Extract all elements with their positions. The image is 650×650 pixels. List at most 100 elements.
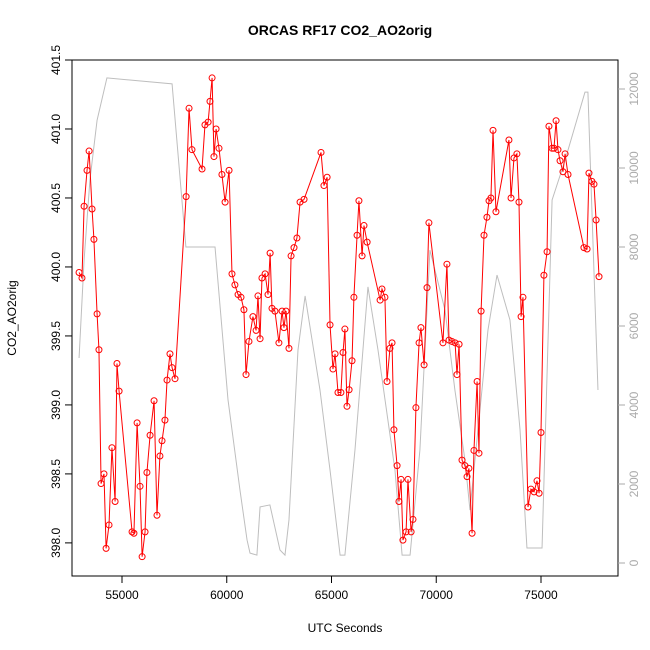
data-point	[168, 364, 176, 372]
data-point	[448, 337, 456, 345]
data-point	[93, 310, 101, 318]
data-point	[210, 153, 218, 161]
y-tick-label: 399.5	[49, 321, 63, 351]
data-point	[517, 313, 525, 321]
data-point	[271, 307, 279, 315]
data-point	[320, 182, 328, 190]
data-point	[113, 360, 121, 368]
data-point	[153, 511, 161, 519]
data-point	[535, 489, 543, 497]
data-point	[463, 473, 471, 481]
data-point	[188, 146, 196, 154]
data-point	[161, 416, 169, 424]
data-point	[388, 339, 396, 347]
data-point	[483, 213, 491, 221]
data-point	[158, 437, 166, 445]
data-point	[171, 375, 179, 383]
data-point	[212, 125, 220, 133]
data-point	[143, 469, 151, 477]
data-point	[343, 402, 351, 410]
data-point	[105, 521, 113, 529]
data-point	[252, 326, 260, 334]
data-point	[75, 268, 83, 276]
data-point	[395, 497, 403, 505]
data-point	[237, 293, 245, 301]
data-point	[300, 195, 308, 203]
data-point	[360, 222, 368, 230]
data-point	[128, 528, 136, 536]
data-point	[453, 371, 461, 379]
data-point	[323, 173, 331, 181]
y2-tick-label: 4000	[627, 391, 641, 418]
data-point	[550, 144, 558, 152]
data-point	[240, 306, 248, 314]
y2-tick-label: 0	[627, 559, 641, 566]
chart-title: ORCAS RF17 CO2_AO2orig	[248, 22, 432, 38]
data-point	[206, 97, 214, 105]
data-point	[228, 270, 236, 278]
data-point	[198, 165, 206, 173]
data-point	[102, 544, 110, 552]
data-point	[108, 444, 116, 452]
data-point	[358, 252, 366, 260]
data-point	[249, 313, 257, 321]
data-point	[185, 104, 193, 112]
data-point	[136, 482, 144, 490]
data-point	[492, 208, 500, 216]
data-point	[111, 497, 119, 505]
data-point	[345, 386, 353, 394]
plot-box	[71, 59, 619, 577]
data-point	[383, 377, 391, 385]
data-point	[334, 389, 342, 397]
data-point	[78, 274, 86, 282]
data-point	[468, 529, 476, 537]
data-point	[285, 344, 293, 352]
data-point	[540, 271, 548, 279]
x-tick-label: 65000	[315, 588, 349, 602]
data-point	[146, 431, 154, 439]
data-point	[524, 503, 532, 511]
data-point	[404, 475, 412, 483]
data-point	[221, 198, 229, 206]
data-point	[583, 245, 591, 253]
data-point	[473, 377, 481, 385]
data-point	[465, 464, 473, 472]
data-point	[95, 346, 103, 354]
data-point	[355, 197, 363, 205]
data-point	[477, 307, 485, 315]
data-point	[282, 307, 290, 315]
series-line	[78, 77, 599, 557]
y-axis-label: CO2_AO2orig	[5, 280, 19, 355]
x-tick-label: 70000	[420, 588, 454, 602]
series-line	[78, 77, 600, 557]
data-point	[204, 118, 212, 126]
data-point	[439, 339, 447, 347]
data-point	[100, 470, 108, 478]
data-point	[90, 235, 98, 243]
y2-axis: 0 2000 4000 6000 8000 10000 12000	[618, 72, 641, 566]
data-point	[489, 126, 497, 134]
data-point	[83, 166, 91, 174]
data-point	[545, 122, 553, 130]
data-point	[543, 248, 551, 256]
data-point	[475, 449, 483, 457]
y-tick-label: 398.0	[49, 528, 63, 558]
data-point	[513, 150, 521, 158]
data-point	[290, 244, 298, 252]
data-point	[97, 480, 105, 488]
data-point	[280, 324, 288, 332]
data-point	[278, 307, 286, 315]
data-point	[133, 419, 141, 427]
data-point	[564, 171, 572, 179]
y2-tick-label: 6000	[627, 312, 641, 339]
data-point	[409, 515, 417, 523]
data-point	[231, 281, 239, 289]
data-point	[256, 335, 264, 343]
x-tick-label: 60000	[210, 588, 244, 602]
data-point	[341, 325, 349, 333]
data-point	[353, 231, 361, 239]
data-point	[556, 157, 564, 165]
y-tick-label: 398.5	[49, 459, 63, 489]
data-point	[415, 339, 423, 347]
